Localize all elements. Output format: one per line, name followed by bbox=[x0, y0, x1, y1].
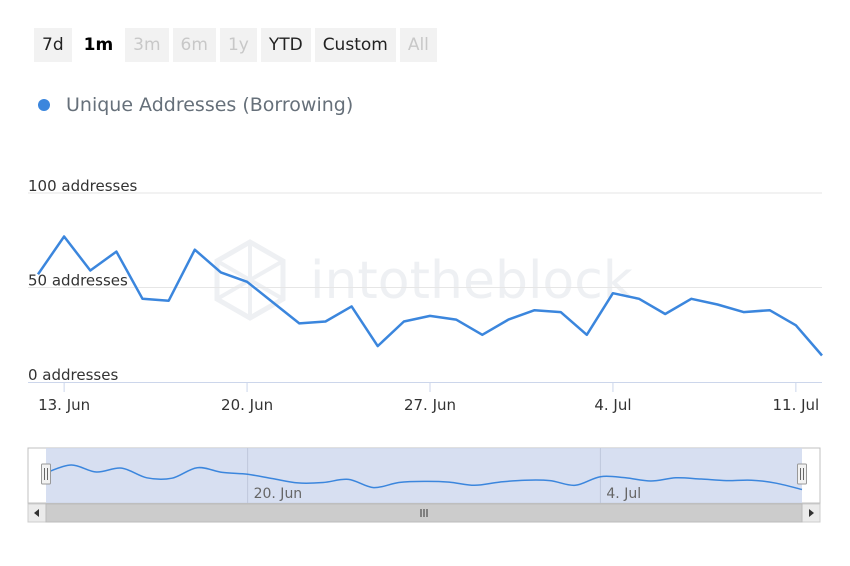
y-tick-label: 100 addresses bbox=[28, 177, 138, 195]
x-tick-label: 13. Jun bbox=[38, 396, 90, 414]
watermark: intotheblock bbox=[214, 239, 633, 321]
legend-label: Unique Addresses (Borrowing) bbox=[66, 94, 354, 116]
scrollbar[interactable] bbox=[27, 503, 821, 523]
range-button-ytd[interactable]: YTD bbox=[260, 28, 311, 62]
range-button-3m: 3m bbox=[125, 28, 169, 62]
range-button-custom[interactable]: Custom bbox=[314, 28, 396, 62]
navigator-series-line bbox=[45, 464, 803, 491]
x-tick-label: 27. Jun bbox=[404, 396, 456, 414]
range-button-all: All bbox=[399, 28, 437, 62]
legend-marker-icon bbox=[38, 99, 50, 111]
scroll-right-arrow-icon[interactable] bbox=[801, 503, 821, 523]
y-tick-label: 50 addresses bbox=[28, 272, 128, 290]
navigator-tick-label: 4. Jul bbox=[606, 486, 641, 502]
y-tick-label: 0 addresses bbox=[28, 366, 118, 384]
range-selector: 7d 1m 3m 6m 1y YTD Custom All bbox=[34, 28, 437, 62]
navigator-right-handle[interactable] bbox=[797, 463, 807, 485]
range-button-1y: 1y bbox=[219, 28, 257, 62]
x-tick-label: 4. Jul bbox=[594, 396, 631, 414]
navigator-tick-label: 20. Jun bbox=[254, 486, 303, 502]
scroll-left-arrow-icon[interactable] bbox=[27, 503, 47, 523]
legend-item[interactable]: Unique Addresses (Borrowing) bbox=[38, 94, 353, 116]
navigator-selection[interactable] bbox=[46, 448, 802, 503]
range-button-7d[interactable]: 7d bbox=[34, 28, 72, 62]
x-tick-label: 11. Jul bbox=[772, 396, 819, 414]
scrollbar-thumb[interactable] bbox=[45, 503, 803, 523]
range-button-1m[interactable]: 1m bbox=[75, 28, 122, 62]
navigator-left-handle[interactable] bbox=[41, 463, 51, 485]
range-button-6m: 6m bbox=[172, 28, 216, 62]
watermark-logo-icon bbox=[214, 239, 286, 321]
series-line[interactable] bbox=[36, 235, 823, 357]
watermark-text: intotheblock bbox=[310, 251, 633, 311]
x-tick-label: 20. Jun bbox=[221, 396, 273, 414]
